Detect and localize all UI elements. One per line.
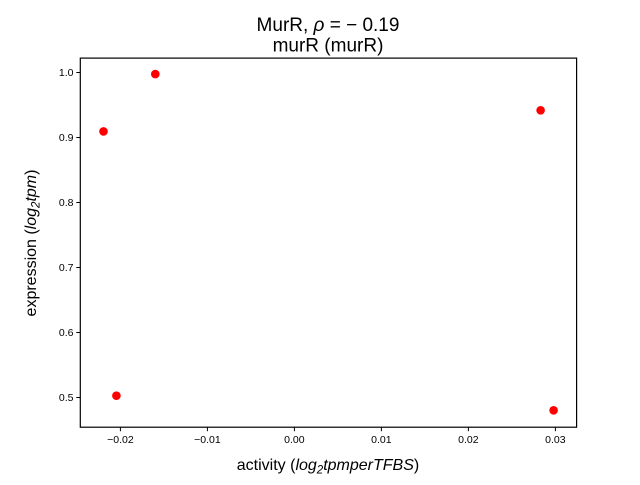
svg-text:activity (log2tpmperTFBS): activity (log2tpmperTFBS) (237, 457, 419, 477)
svg-text:0.8: 0.8 (59, 197, 74, 209)
svg-text:murR (murR): murR (murR) (273, 36, 384, 57)
svg-text:expression (log2tpm): expression (log2tpm) (23, 170, 43, 317)
svg-text:0.03: 0.03 (545, 434, 566, 446)
svg-text:0.7: 0.7 (59, 262, 74, 274)
svg-text:0.6: 0.6 (59, 327, 74, 339)
svg-text:MurR, ρ = − 0.19: MurR, ρ = − 0.19 (257, 15, 400, 36)
svg-text:0.9: 0.9 (59, 132, 74, 144)
svg-text:0.02: 0.02 (458, 434, 479, 446)
svg-text:−0.01: −0.01 (194, 434, 221, 446)
svg-text:0.00: 0.00 (284, 434, 305, 446)
svg-text:−0.02: −0.02 (107, 434, 134, 446)
svg-text:1.0: 1.0 (59, 67, 74, 79)
svg-text:0.5: 0.5 (59, 392, 74, 404)
svg-text:0.01: 0.01 (371, 434, 392, 446)
